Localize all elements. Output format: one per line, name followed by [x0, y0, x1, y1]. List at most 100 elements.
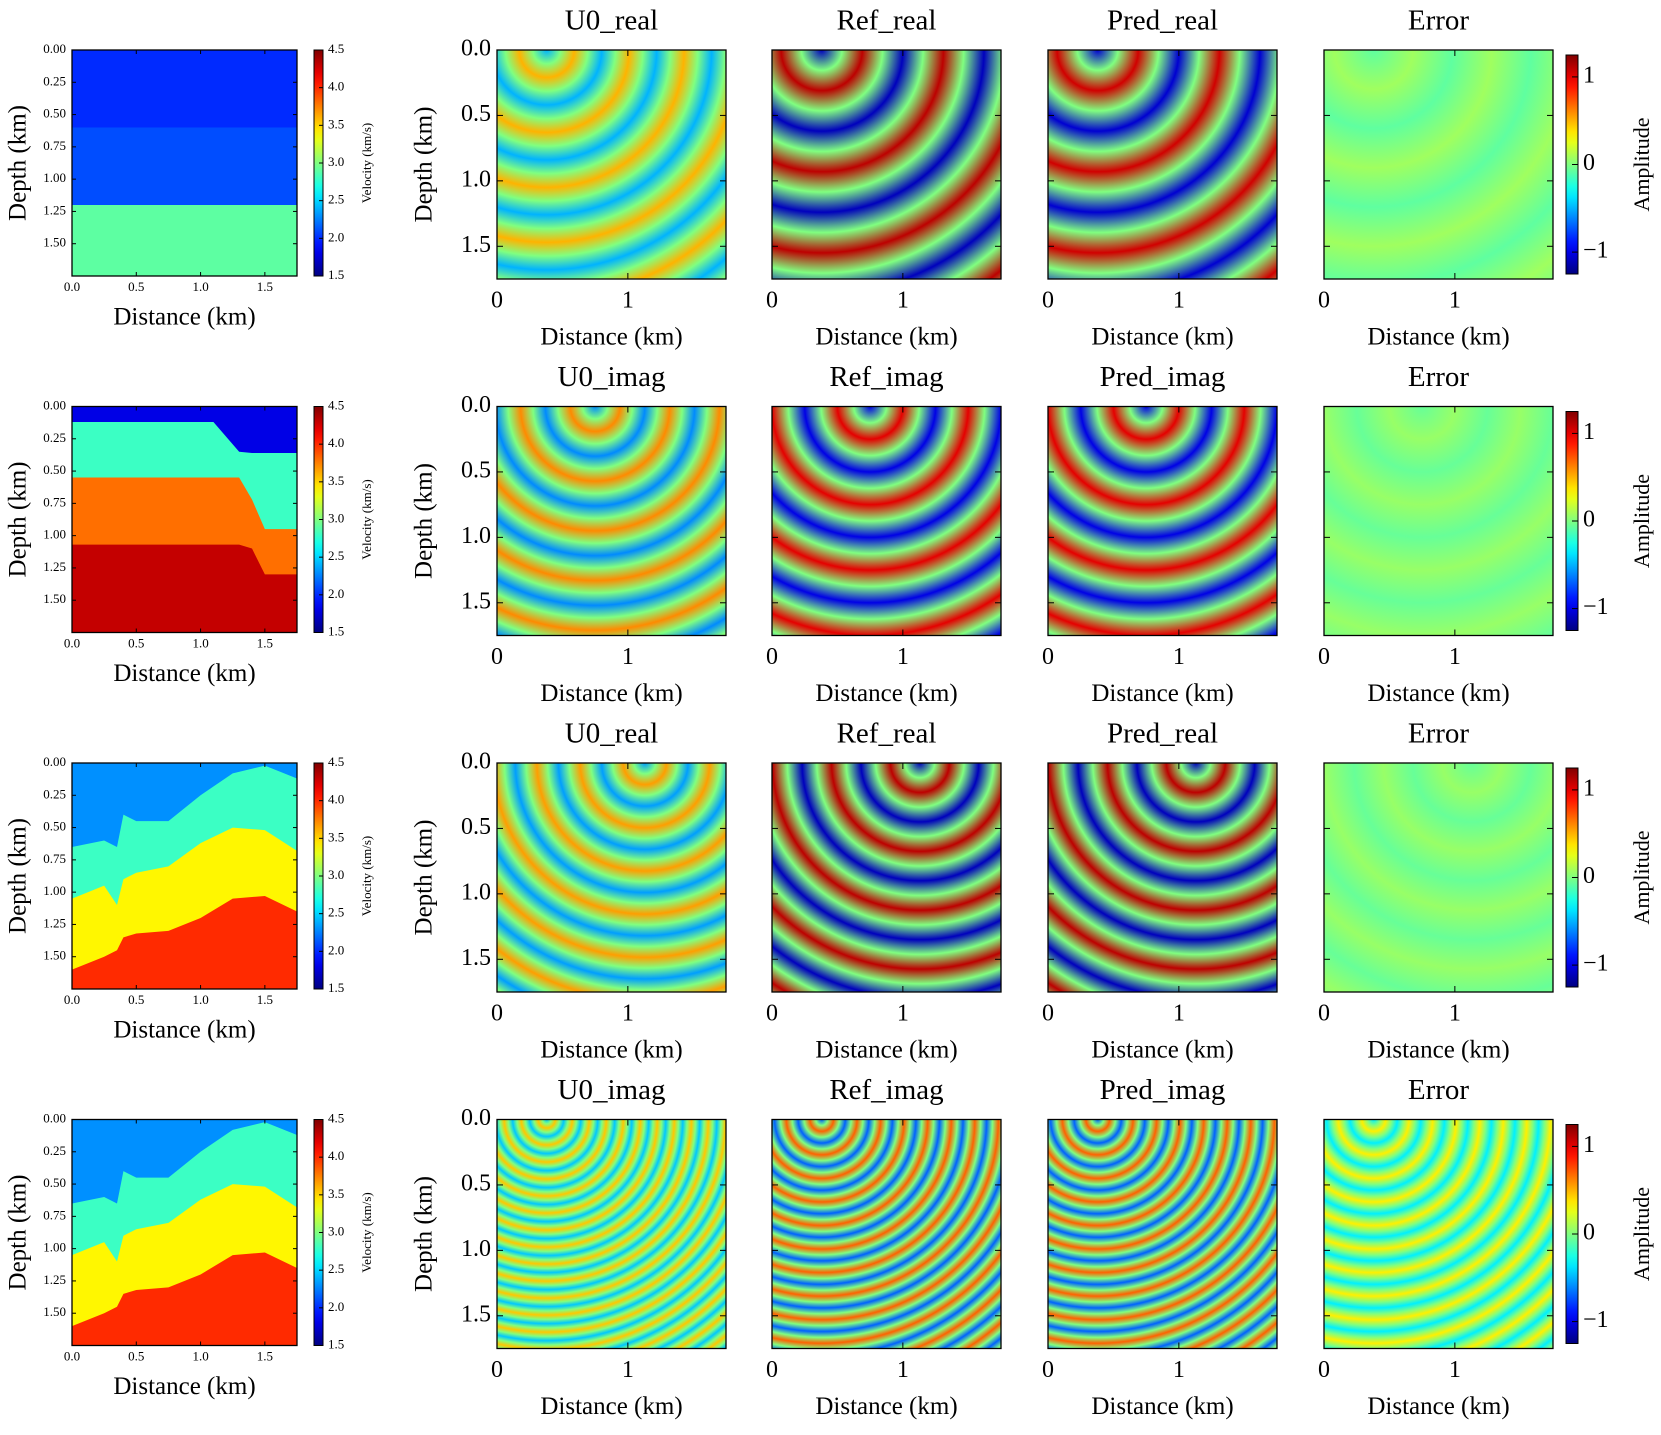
y-tick-label: 1.0: [461, 523, 491, 549]
y-tick-label: 1.00: [43, 527, 66, 542]
x-axis-label: Distance (km): [815, 324, 957, 351]
x-tick-label: 1: [622, 644, 634, 670]
velocity-image: [72, 50, 297, 276]
velocity-image: [72, 1119, 297, 1346]
x-tick-label: 0.5: [128, 1348, 144, 1363]
x-tick-label: 0.0: [64, 992, 80, 1007]
x-tick-label: 1: [1449, 288, 1461, 314]
axes-frame: [1047, 405, 1278, 637]
x-tick-label: 1: [1449, 644, 1461, 670]
y-tick-label: 0.0: [461, 749, 491, 775]
axes-frame: [1323, 762, 1554, 993]
x-tick-label: 0: [491, 288, 503, 314]
axes-frame: [496, 1118, 727, 1350]
y-tick-label: 0.5: [461, 814, 491, 840]
y-tick-label: 0.00: [43, 41, 66, 56]
y-tick-label: 1.00: [43, 883, 66, 898]
x-tick-label: 0.0: [64, 1348, 80, 1363]
x-tick-label: 1.5: [257, 279, 273, 294]
y-tick-label: 0.75: [43, 494, 66, 509]
wavefield-image: [772, 1119, 1001, 1349]
colorbar-tick-label: 1: [1583, 419, 1595, 445]
axes-frame: [71, 49, 298, 277]
panel-title: Pred_imag: [1100, 1074, 1226, 1106]
x-tick-label: 0.5: [128, 635, 144, 650]
panel-title: U0_imag: [558, 361, 666, 393]
y-tick-label: 0.25: [43, 1143, 66, 1158]
velocity-image: [72, 406, 297, 633]
x-tick-label: 1: [1449, 1357, 1461, 1383]
x-tick-label: 1: [622, 288, 634, 314]
panel-title: Ref_imag: [829, 361, 943, 393]
axes-frame: [1047, 1118, 1278, 1350]
x-tick-label: 0.0: [64, 279, 80, 294]
y-axis-label: Depth (km): [411, 1176, 438, 1292]
x-axis-label: Distance (km): [113, 1017, 255, 1044]
colorbar-tick-label: 4.5: [328, 754, 344, 769]
wavefield-image: [1324, 1119, 1553, 1349]
colorbar-tick-label: 0: [1583, 507, 1595, 533]
velocity-layer: [72, 1252, 297, 1346]
y-tick-label: 0.50: [43, 106, 66, 121]
y-tick-label: 1.5: [461, 232, 491, 258]
colorbar-tick-label: 3.0: [328, 1223, 344, 1238]
colorbar-tick-label: 0: [1583, 1220, 1595, 1246]
colorbar-tick-label: 1.5: [328, 1336, 344, 1351]
y-tick-label: 1.00: [43, 1240, 66, 1255]
x-tick-label: 1.5: [257, 1348, 273, 1363]
x-axis-label: Distance (km): [1091, 1393, 1233, 1420]
x-tick-label: 1: [1173, 1357, 1185, 1383]
x-tick-label: 0: [491, 1357, 503, 1383]
y-axis-label: Depth (km): [5, 105, 32, 221]
x-tick-label: 0: [491, 644, 503, 670]
colorbar-tick-label: 3.5: [328, 116, 344, 131]
x-tick-label: 1: [1173, 644, 1185, 670]
x-axis-label: Distance (km): [113, 304, 255, 331]
x-axis-label: Distance (km): [1367, 1037, 1509, 1064]
x-axis-label: Distance (km): [815, 680, 957, 707]
panel-title: Ref_real: [837, 718, 937, 750]
axes-frame: [771, 762, 1002, 993]
wavefield-image: [772, 50, 1001, 279]
colorbar-label: Velocity (km/s): [359, 479, 374, 560]
x-axis-label: Distance (km): [1367, 324, 1509, 351]
colorbar-tick-label: 3.0: [328, 154, 344, 169]
x-tick-label: 1: [897, 288, 909, 314]
colorbar-tick-label: 1.5: [328, 623, 344, 638]
x-tick-label: 0.5: [128, 279, 144, 294]
colorbar-label: Velocity (km/s): [359, 836, 374, 917]
colorbar-tick-label: 3.5: [328, 473, 344, 488]
y-tick-label: 0.25: [43, 786, 66, 801]
axes-frame: [496, 405, 727, 637]
colorbar-label: Amplitude: [1629, 474, 1654, 568]
x-tick-label: 1: [897, 1001, 909, 1027]
colorbar-tick-label: 1: [1583, 1132, 1595, 1158]
panel-title: Error: [1408, 1074, 1470, 1106]
y-tick-label: 0.00: [43, 754, 66, 769]
panel-title: U0_real: [565, 718, 658, 750]
y-axis-label: Depth (km): [411, 463, 438, 579]
x-axis-label: Distance (km): [1091, 324, 1233, 351]
y-tick-label: 0.0: [461, 36, 491, 62]
axes-frame: [1323, 405, 1554, 637]
velocity-layer: [72, 896, 297, 989]
y-tick-label: 0.5: [461, 101, 491, 127]
panel-title: Pred_real: [1107, 5, 1218, 37]
x-tick-label: 0: [766, 288, 778, 314]
y-tick-label: 1.50: [43, 948, 66, 963]
colorbar-tick-label: 3.5: [328, 1186, 344, 1201]
x-tick-label: 0: [766, 1357, 778, 1383]
colorbar-tick-label: −1: [1583, 594, 1609, 620]
x-tick-label: 0: [491, 1001, 503, 1027]
y-tick-label: 1.25: [43, 202, 66, 217]
wavefield-image: [1324, 763, 1553, 992]
y-tick-label: 1.5: [461, 1301, 491, 1327]
x-tick-label: 1.0: [192, 992, 208, 1007]
colorbar-tick-label: 4.5: [328, 1110, 344, 1125]
colorbar-tick-label: 2.5: [328, 548, 344, 563]
x-tick-label: 1: [1173, 1001, 1185, 1027]
x-axis-label: Distance (km): [540, 680, 682, 707]
colorbar-label: Amplitude: [1629, 117, 1654, 211]
y-tick-label: 0.75: [43, 851, 66, 866]
y-axis-label: Depth (km): [5, 1175, 32, 1291]
